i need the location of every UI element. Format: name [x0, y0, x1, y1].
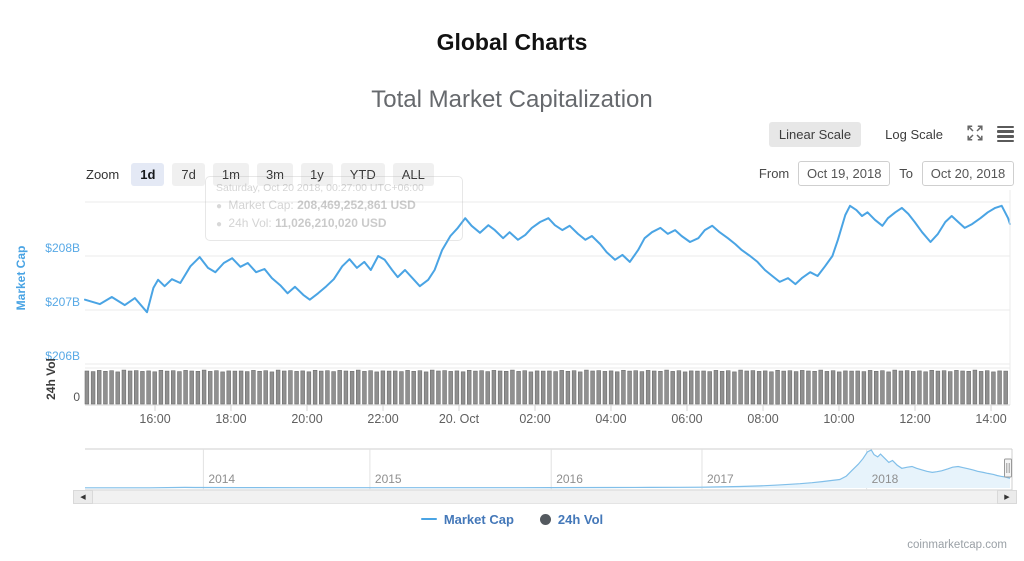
volume-axis-title: 24h Vol	[44, 358, 58, 400]
page-title: Global Charts	[436, 29, 588, 55]
zoom-label: Zoom	[86, 166, 120, 182]
zoom-button-1y[interactable]: 1y	[301, 162, 333, 186]
chart-title: Total Market Capitalization	[371, 86, 653, 113]
expand-arrows-icon	[967, 124, 983, 144]
zoom-preset-group: Zoom 1d 7d 1m 3m 1y YTD ALL	[86, 161, 434, 187]
line-marker-icon	[420, 517, 437, 521]
log-scale-button[interactable]: Log Scale	[875, 122, 953, 147]
to-date-input[interactable]	[922, 160, 1014, 186]
chart-legend: Market Cap 24h Vol	[0, 510, 1024, 528]
zoom-button-1m[interactable]: 1m	[212, 162, 249, 186]
to-label: To	[899, 165, 913, 181]
scrollbar-right-arrow[interactable]: ▶	[997, 490, 1017, 504]
navigator-handle[interactable]	[1004, 458, 1012, 478]
scrollbar-track[interactable]	[93, 490, 997, 504]
navigator-area[interactable]	[85, 450, 1010, 488]
series-bullet-icon: ●	[216, 219, 223, 230]
zoom-button-7d[interactable]: 7d	[172, 162, 205, 186]
navigator-line	[85, 449, 1011, 489]
market-cap-axis-title: Market Cap	[14, 245, 28, 311]
zoom-button-ytd[interactable]: YTD	[340, 162, 385, 186]
linear-scale-button[interactable]: Linear Scale	[768, 121, 862, 147]
from-label: From	[758, 165, 790, 181]
from-date-input[interactable]	[798, 160, 891, 186]
volume-bars	[84, 369, 1008, 405]
fullscreen-button[interactable]	[967, 124, 983, 144]
circle-marker-icon	[539, 513, 551, 525]
tooltip-timestamp: Saturday, Oct 20 2018, 00:27:00 UTC+06:0…	[216, 182, 424, 194]
market-cap-line	[84, 204, 1011, 314]
hamburger-menu-icon	[997, 125, 1014, 143]
date-range-controls: From To	[759, 160, 1014, 186]
scrollbar-left-arrow[interactable]: ◀	[73, 490, 93, 504]
scale-toggle-group: Linear Scale Log Scale	[768, 121, 1014, 147]
zoom-button-1d[interactable]: 1d	[131, 162, 165, 186]
navigator-scrollbar: ◀ ▶	[73, 490, 1017, 504]
chart-menu-button[interactable]	[997, 125, 1014, 143]
legend-item-24h-vol[interactable]: 24h Vol	[539, 512, 603, 527]
zoom-button-all[interactable]: ALL	[392, 162, 434, 186]
zoom-button-3m[interactable]: 3m	[256, 162, 293, 186]
fading-tooltip: Saturday, Oct 20 2018, 00:27:00 UTC+06:0…	[205, 176, 463, 241]
legend-item-market-cap[interactable]: Market Cap	[420, 512, 514, 527]
tooltip-volume-row: ● 24h Vol: 11,026,210,020 USD	[216, 216, 387, 230]
watermark: coinmarketcap.com	[907, 539, 1007, 551]
tooltip-market-cap-row: ● Market Cap: 208,469,252,861 USD	[216, 198, 416, 212]
series-bullet-icon: ●	[216, 201, 223, 212]
